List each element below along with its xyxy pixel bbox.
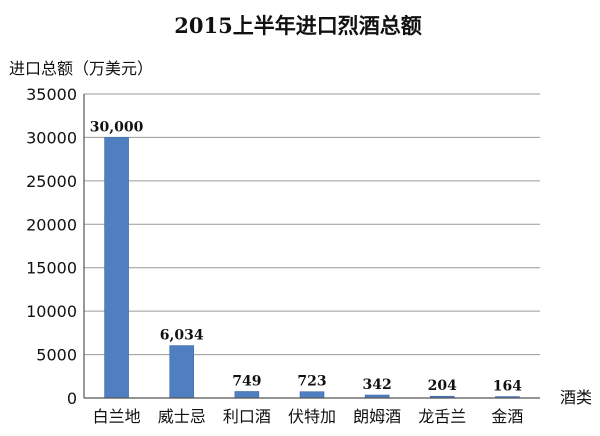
y-tick-label: 35000 xyxy=(26,85,77,104)
y-tick-labels: 0 5000 10000 15000 20000 25000 30000 35000 xyxy=(26,85,77,408)
gridlines xyxy=(84,93,540,356)
x-axis-label: 酒类 xyxy=(560,388,592,407)
x-tick-label: 威士忌 xyxy=(158,407,206,426)
x-tick-label: 朗姆酒 xyxy=(353,407,401,426)
data-labels: 30,000 6,034 749 723 342 204 164 xyxy=(90,119,523,394)
y-tick-label: 5000 xyxy=(36,346,77,365)
y-axis-label: 进口总额（万美元） xyxy=(9,59,153,78)
y-tick-label: 0 xyxy=(67,389,77,408)
y-tick-label: 10000 xyxy=(26,302,77,321)
x-tick-label: 利口酒 xyxy=(223,407,271,426)
x-tick-labels: 白兰地 威士忌 利口酒 伏特加 朗姆酒 龙舌兰 金酒 xyxy=(93,407,524,426)
data-label: 749 xyxy=(232,373,261,389)
y-tick-label: 30000 xyxy=(26,128,77,147)
data-label: 30,000 xyxy=(90,119,144,135)
x-tick-label: 金酒 xyxy=(491,407,523,426)
data-label: 723 xyxy=(297,374,326,390)
bar-1 xyxy=(169,345,195,399)
data-label: 6,034 xyxy=(160,328,204,344)
y-tick-label: 15000 xyxy=(26,259,77,278)
data-label: 164 xyxy=(493,379,522,395)
bar-0 xyxy=(104,137,129,399)
data-label: 342 xyxy=(363,377,392,393)
bar-3 xyxy=(299,391,325,399)
data-label: 204 xyxy=(428,378,457,394)
chart-title: 2015上半年进口烈酒总额 xyxy=(174,13,421,38)
x-tick-label: 白兰地 xyxy=(93,407,141,426)
y-tick-label: 25000 xyxy=(26,172,77,191)
bar-2 xyxy=(234,391,260,399)
y-tick-label: 20000 xyxy=(26,215,77,234)
x-tick-label: 伏特加 xyxy=(288,407,336,426)
axes xyxy=(83,94,540,399)
x-tick-label: 龙舌兰 xyxy=(418,407,466,426)
